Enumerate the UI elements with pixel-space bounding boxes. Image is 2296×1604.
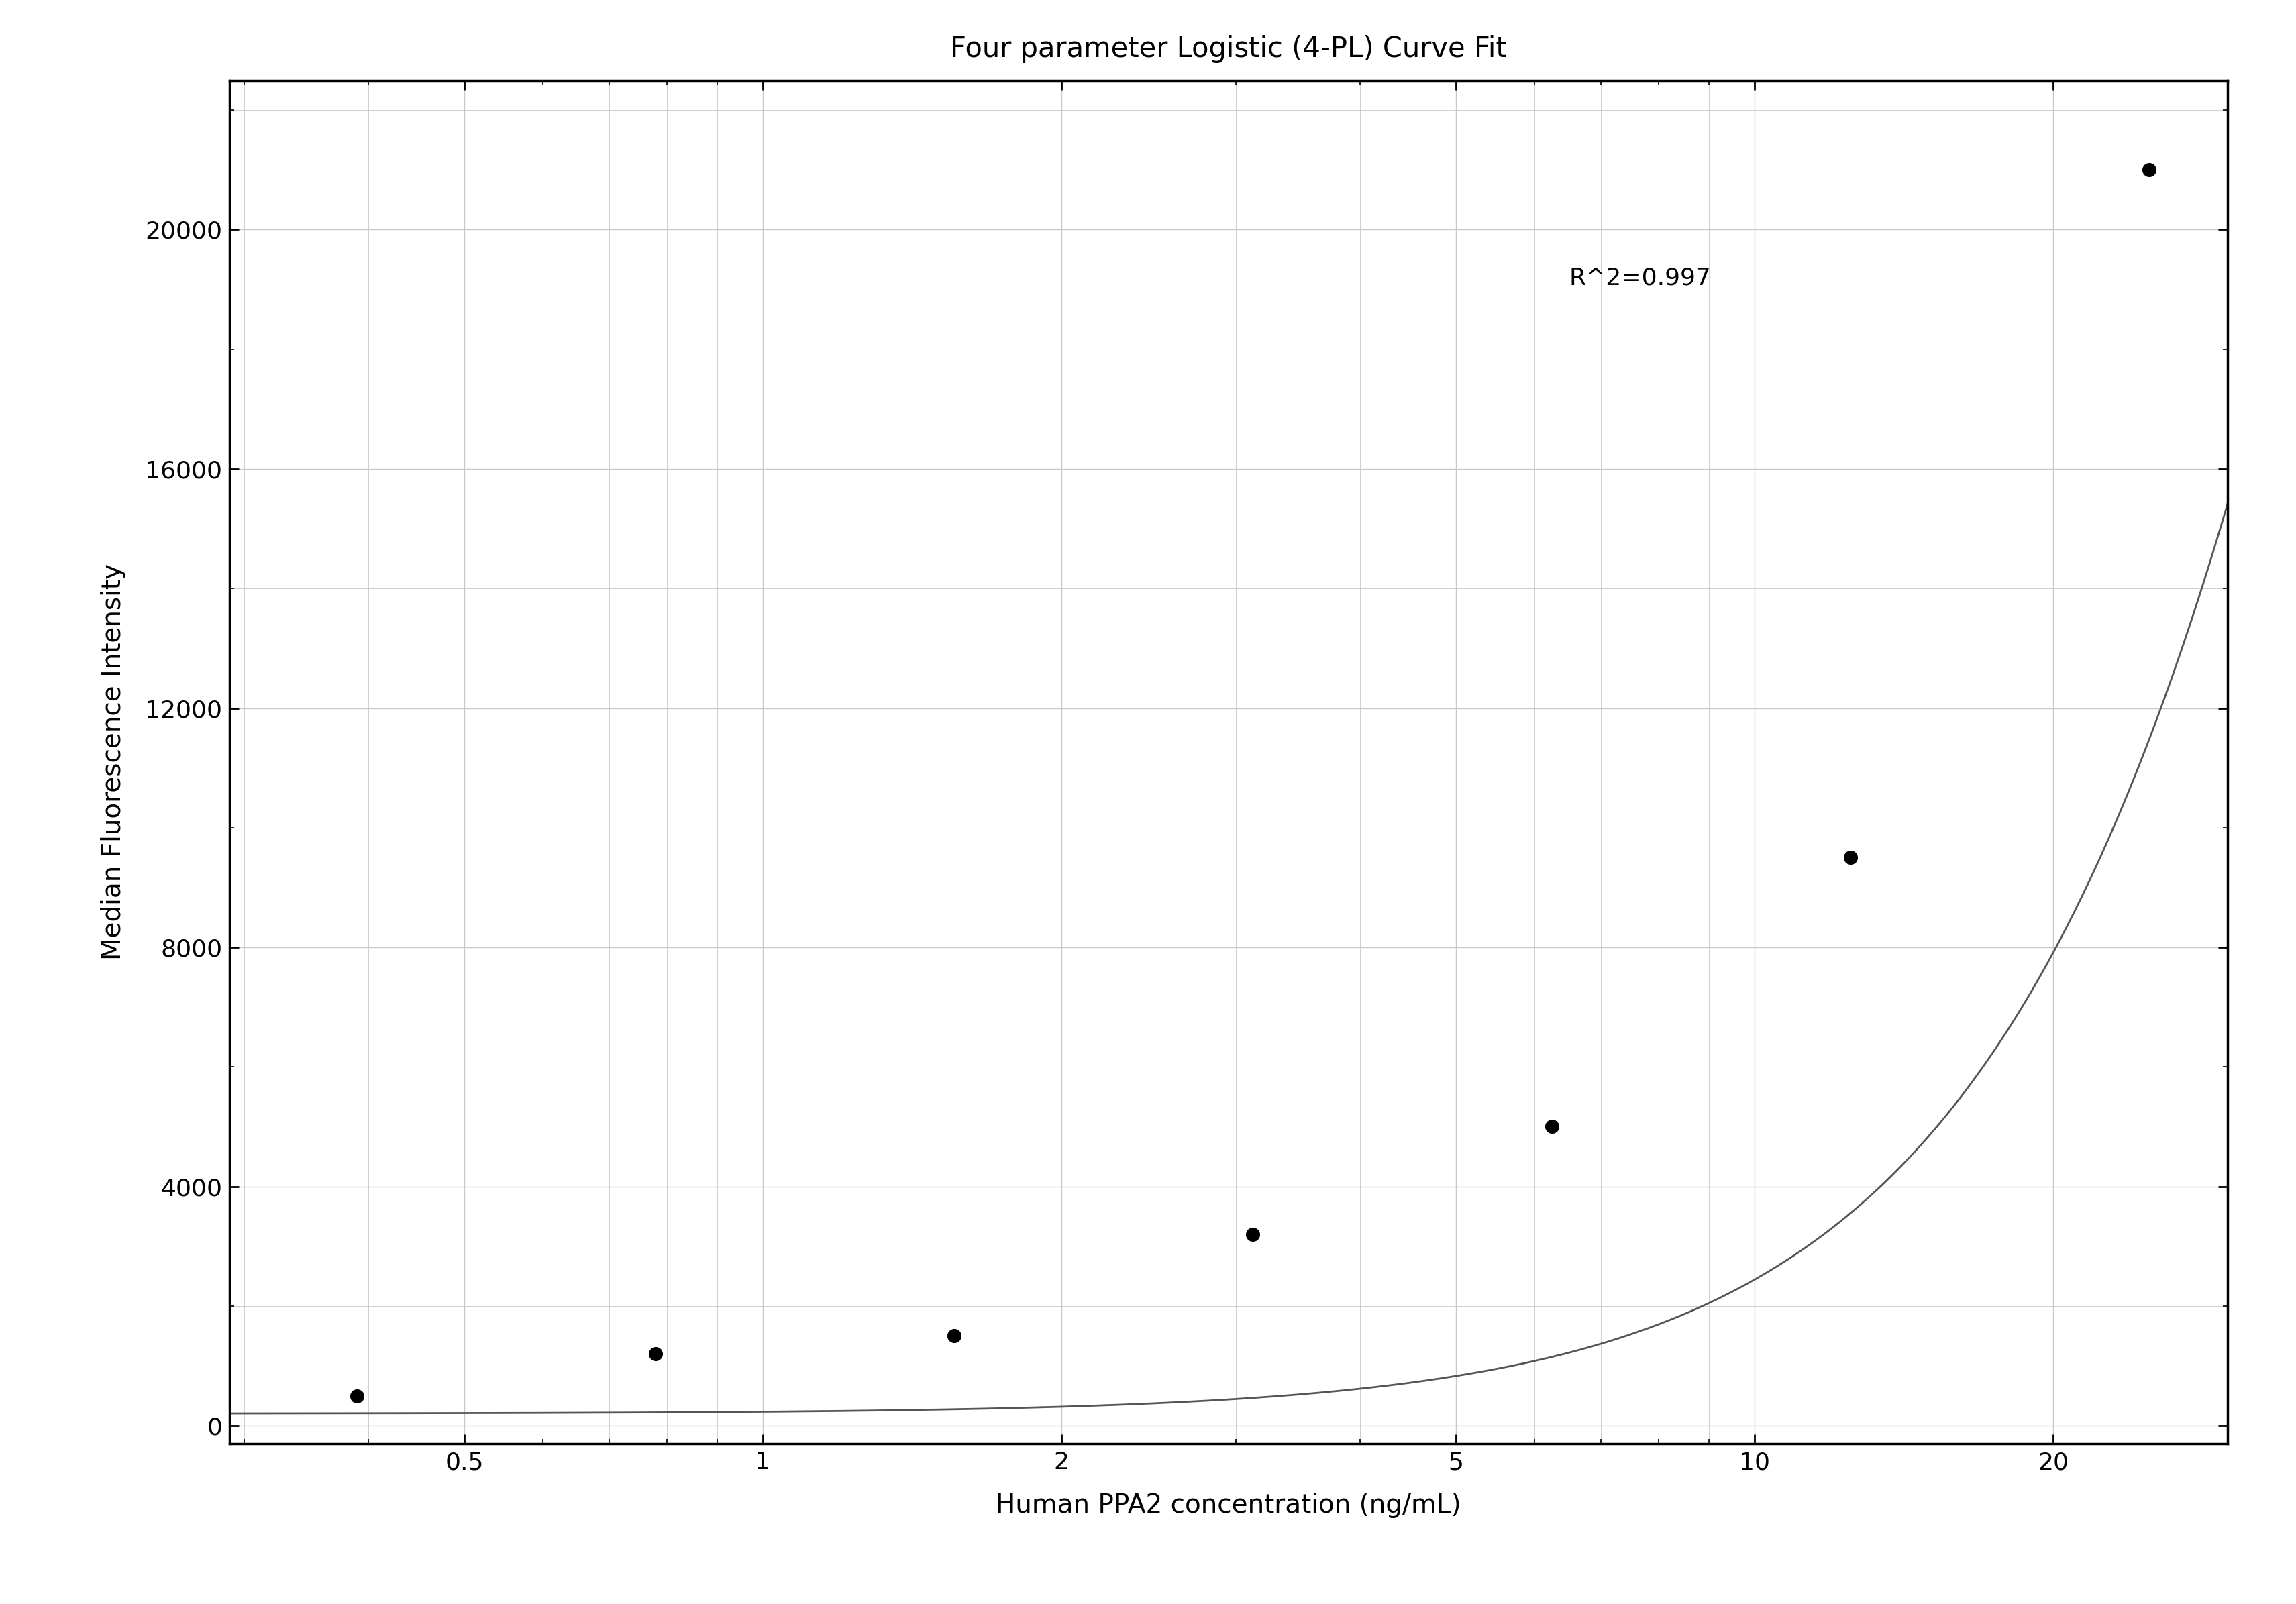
X-axis label: Human PPA2 concentration (ng/mL): Human PPA2 concentration (ng/mL) [996,1492,1460,1517]
Point [2131,157,2167,183]
Point [1832,845,1869,871]
Y-axis label: Median Fluorescence Intensity: Median Fluorescence Intensity [101,563,126,961]
Point [340,1383,377,1408]
Text: R^2=0.997: R^2=0.997 [1568,266,1711,289]
Title: Four parameter Logistic (4-PL) Curve Fit: Four parameter Logistic (4-PL) Curve Fit [951,35,1506,63]
Point [1534,1113,1570,1139]
Point [638,1341,675,1367]
Point [1235,1222,1272,1248]
Point [937,1323,974,1349]
